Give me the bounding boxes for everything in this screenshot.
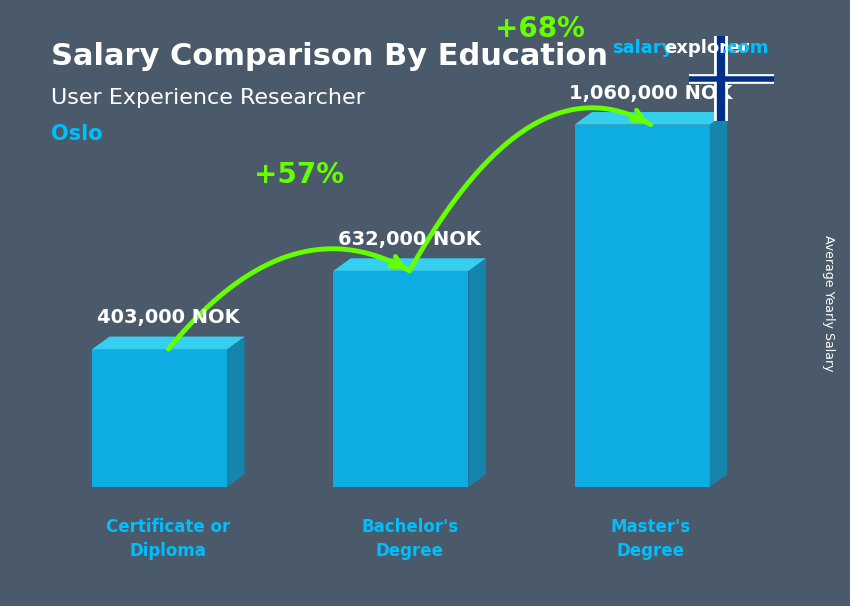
Text: explorer: explorer: [665, 39, 750, 58]
Text: +68%: +68%: [495, 15, 585, 43]
Text: 632,000 NOK: 632,000 NOK: [338, 230, 481, 249]
Bar: [333, 271, 468, 487]
Polygon shape: [92, 336, 245, 349]
Polygon shape: [333, 258, 486, 271]
Polygon shape: [710, 112, 727, 487]
Text: Master's
Degree: Master's Degree: [610, 518, 691, 560]
Text: Salary Comparison By Education: Salary Comparison By Education: [51, 42, 608, 72]
Text: salary: salary: [612, 39, 673, 58]
Text: .com: .com: [720, 39, 768, 58]
Text: 403,000 NOK: 403,000 NOK: [97, 308, 240, 327]
Polygon shape: [468, 258, 486, 487]
Bar: [92, 349, 227, 487]
Text: Average Yearly Salary: Average Yearly Salary: [822, 235, 836, 371]
Text: 1,060,000 NOK: 1,060,000 NOK: [569, 84, 733, 102]
Polygon shape: [227, 336, 245, 487]
Polygon shape: [575, 112, 727, 125]
Text: Bachelor's
Degree: Bachelor's Degree: [361, 518, 458, 560]
Text: User Experience Researcher: User Experience Researcher: [51, 88, 365, 108]
Text: Oslo: Oslo: [51, 124, 103, 144]
Bar: [575, 125, 710, 487]
Text: +57%: +57%: [253, 161, 343, 189]
Text: Certificate or
Diploma: Certificate or Diploma: [106, 518, 230, 560]
